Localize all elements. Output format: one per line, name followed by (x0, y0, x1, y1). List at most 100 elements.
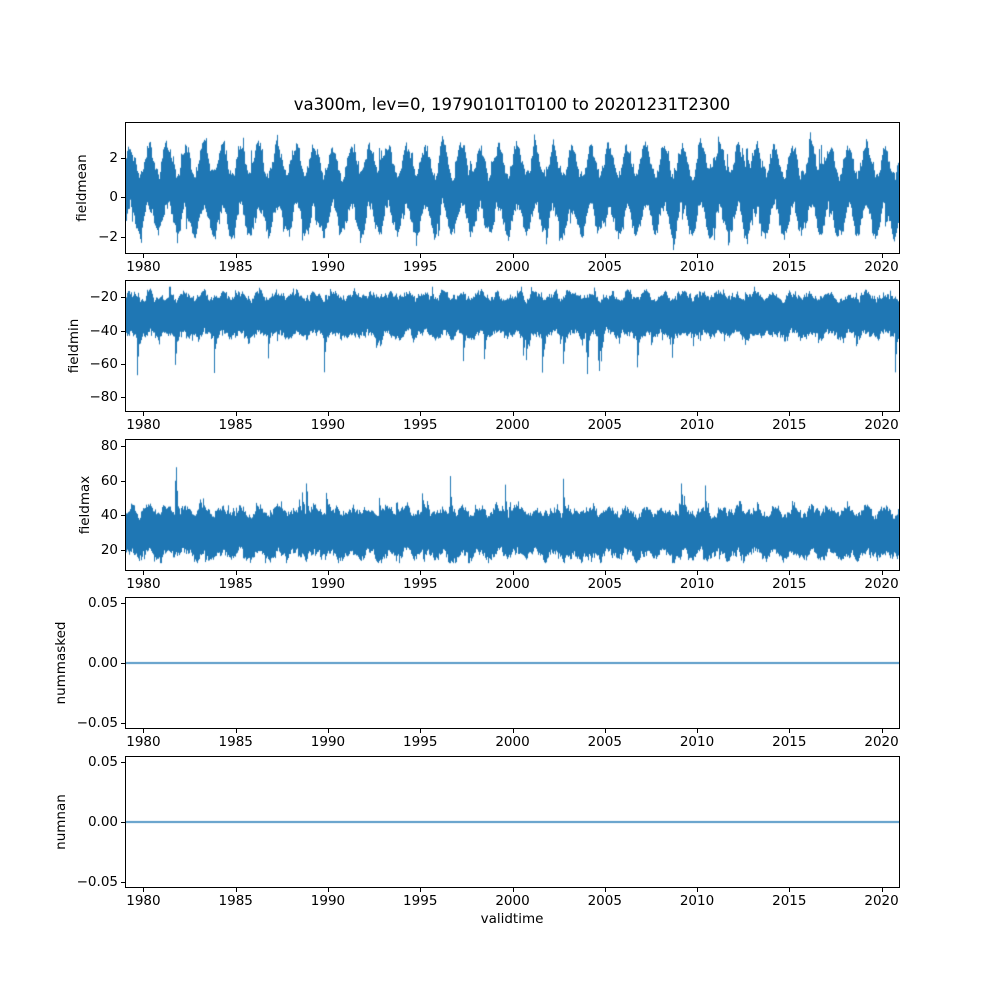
x-tick-label: 2015 (772, 417, 807, 433)
x-tick-label: 1985 (218, 893, 253, 909)
x-tick-label: 1990 (310, 417, 346, 433)
y-tick-label: 0.00 (87, 655, 118, 671)
y-tick-label: 2 (109, 149, 118, 166)
x-tick-mark (235, 729, 237, 733)
y-tick-label: −2 (98, 229, 118, 246)
x-tick-label: 2015 (772, 734, 807, 750)
x-tick-mark (327, 571, 329, 575)
x-tick-label: 2020 (864, 259, 899, 275)
x-tick-label: 1980 (126, 417, 161, 433)
axes-fieldmax (125, 439, 900, 571)
x-tick-label: 2005 (587, 893, 622, 909)
y-tick-label: 0.05 (87, 595, 118, 612)
y-tick-mark (121, 663, 125, 664)
x-tick-label: 2005 (587, 417, 622, 433)
x-tick-mark (143, 571, 145, 575)
x-tick-mark (881, 729, 883, 733)
y-tick-mark (121, 515, 125, 517)
y-tick-mark (121, 722, 125, 724)
x-tick-mark (420, 888, 422, 892)
x-tick-label: 2010 (679, 893, 715, 909)
x-tick-label: 1980 (126, 259, 161, 275)
x-tick-mark (881, 412, 883, 416)
axes-fieldmean (125, 122, 900, 254)
x-tick-mark (420, 412, 422, 416)
chart-title: va300m, lev=0, 19790101T0100 to 20201231… (293, 95, 731, 114)
x-tick-mark (512, 412, 514, 416)
x-tick-mark (789, 412, 791, 416)
y-tick-mark (121, 197, 125, 199)
x-tick-label: 1995 (403, 893, 438, 909)
x-tick-mark (604, 254, 606, 258)
y-tick-label: 0.00 (87, 814, 118, 830)
y-axis-label-fieldmean: fieldmean (74, 154, 91, 222)
x-tick-label: 2000 (495, 734, 530, 750)
y-tick-mark (121, 237, 125, 239)
x-tick-label: 1990 (310, 576, 346, 592)
x-tick-mark (604, 729, 606, 733)
y-tick-mark (121, 550, 125, 552)
x-tick-mark (697, 571, 699, 575)
y-tick-mark (121, 397, 125, 399)
x-tick-label: 2010 (679, 734, 715, 750)
y-tick-label: 0.05 (87, 754, 118, 771)
x-tick-mark (512, 729, 514, 733)
series-canvas-fieldmean (126, 123, 899, 253)
x-tick-mark (143, 888, 145, 892)
x-tick-label: 1980 (126, 576, 161, 592)
x-tick-label: 2020 (864, 734, 899, 750)
x-tick-mark (235, 412, 237, 416)
x-tick-label: 1990 (310, 893, 346, 909)
x-tick-mark (143, 729, 145, 733)
x-tick-mark (420, 729, 422, 733)
x-tick-label: 2010 (679, 576, 715, 592)
y-tick-label: 60 (100, 472, 118, 489)
x-tick-label: 2020 (864, 417, 899, 433)
y-axis-label-numnan: numnan (52, 794, 69, 850)
y-tick-label: −80 (89, 389, 119, 406)
x-tick-mark (327, 729, 329, 733)
x-tick-label: 1985 (218, 576, 253, 592)
axes-fieldmin (125, 280, 900, 412)
series-canvas-numnan (126, 757, 899, 887)
x-tick-mark (235, 571, 237, 575)
x-tick-mark (512, 888, 514, 892)
x-tick-label: 2020 (864, 576, 899, 592)
x-tick-mark (881, 888, 883, 892)
x-tick-mark (143, 254, 145, 258)
y-tick-mark (121, 881, 125, 883)
x-tick-label: 2010 (679, 259, 715, 275)
y-tick-mark (121, 603, 125, 605)
x-tick-label: 2000 (495, 259, 530, 275)
x-tick-mark (604, 888, 606, 892)
x-tick-label: 1980 (126, 734, 161, 750)
series-canvas-nummasked (126, 598, 899, 728)
x-tick-mark (235, 254, 237, 258)
series-canvas-fieldmin (126, 281, 899, 411)
y-tick-mark (121, 822, 125, 823)
x-tick-mark (420, 571, 422, 575)
x-tick-label: 2015 (772, 576, 807, 592)
x-tick-label: 2005 (587, 259, 622, 275)
y-tick-label: 80 (100, 437, 118, 454)
y-tick-label: 20 (100, 542, 118, 559)
x-tick-label: 2015 (772, 893, 807, 909)
y-tick-label: −0.05 (76, 873, 118, 890)
x-tick-label: 1995 (403, 576, 438, 592)
x-tick-label: 1995 (403, 259, 438, 275)
x-tick-mark (789, 254, 791, 258)
x-tick-mark (420, 254, 422, 258)
y-tick-mark (121, 480, 125, 482)
x-tick-label: 2005 (587, 734, 622, 750)
x-tick-mark (143, 412, 145, 416)
y-tick-mark (121, 445, 125, 447)
y-tick-mark (121, 157, 125, 159)
x-tick-label: 1990 (310, 734, 346, 750)
x-tick-label: 2020 (864, 893, 899, 909)
x-tick-label: 1985 (218, 259, 253, 275)
x-tick-mark (512, 254, 514, 258)
y-tick-mark (121, 330, 125, 332)
axes-nummasked (125, 597, 900, 729)
y-tick-label: −0.05 (76, 714, 118, 731)
